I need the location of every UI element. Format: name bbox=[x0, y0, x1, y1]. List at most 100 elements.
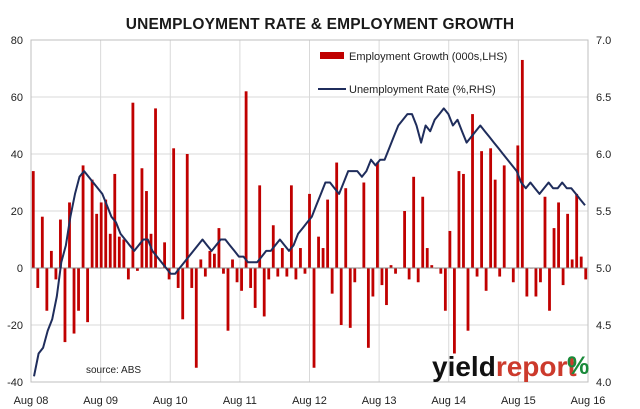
employment-bar bbox=[534, 268, 538, 297]
employment-bar bbox=[443, 268, 447, 311]
x-tick-label: Aug 10 bbox=[153, 395, 188, 407]
employment-bar bbox=[520, 59, 524, 269]
employment-bar bbox=[104, 199, 108, 268]
employment-bar bbox=[81, 165, 85, 268]
employment-bar bbox=[489, 148, 493, 268]
employment-bar bbox=[366, 268, 370, 348]
employment-bar bbox=[90, 179, 94, 268]
employment-bar bbox=[511, 268, 515, 283]
employment-bar bbox=[285, 268, 289, 277]
x-tick-label: Aug 11 bbox=[223, 395, 257, 407]
line-series bbox=[33, 107, 586, 377]
y-right-axis: 7.0 6.5 6.0 5.5 5.0 4.5 4.0 bbox=[596, 35, 611, 389]
employment-bar bbox=[516, 145, 520, 268]
employment-bar bbox=[421, 196, 425, 268]
y-right-tick-label: 5.0 bbox=[596, 263, 611, 275]
x-tick-label: Aug 09 bbox=[83, 395, 118, 407]
employment-bar bbox=[181, 268, 185, 320]
employment-bar bbox=[548, 268, 551, 311]
employment-bar bbox=[280, 248, 284, 268]
employment-bar bbox=[484, 268, 488, 291]
employment-bar bbox=[335, 162, 339, 268]
y-left-tick-label: 0 bbox=[17, 263, 23, 275]
employment-bar bbox=[385, 268, 388, 306]
plot-frame bbox=[30, 39, 589, 383]
employment-bar bbox=[36, 268, 40, 288]
employment-bar bbox=[176, 268, 180, 288]
employment-bar bbox=[348, 268, 352, 328]
employment-bar bbox=[430, 265, 434, 268]
employment-bar bbox=[253, 268, 257, 308]
employment-bar bbox=[326, 199, 330, 268]
y-left-tick-label: 20 bbox=[11, 206, 23, 218]
legend-label-line: Unemployment Rate (%,RHS) bbox=[349, 84, 496, 96]
employment-bar bbox=[185, 154, 189, 268]
employment-bar bbox=[199, 259, 203, 268]
employment-bar bbox=[543, 196, 547, 268]
employment-bar bbox=[217, 228, 221, 268]
plot-border bbox=[30, 39, 589, 383]
employment-bar bbox=[317, 236, 320, 268]
employment-bar bbox=[249, 268, 253, 288]
y-left-axis: 80 60 40 20 0 -20 -40 bbox=[7, 35, 23, 389]
y-left-tick-label: 80 bbox=[11, 35, 23, 47]
employment-bar bbox=[579, 256, 583, 268]
logo-wordmark: yieldreport bbox=[432, 351, 577, 382]
employment-bar bbox=[448, 230, 452, 268]
employment-bar bbox=[466, 268, 470, 331]
employment-bar bbox=[471, 114, 474, 268]
employment-bar bbox=[108, 233, 112, 268]
employment-bar bbox=[86, 268, 90, 323]
employment-bar bbox=[371, 268, 375, 297]
y-left-tick-label: 40 bbox=[11, 149, 23, 161]
employment-bar bbox=[566, 213, 570, 268]
employment-bar bbox=[190, 268, 194, 288]
employment-bar bbox=[289, 185, 293, 268]
bar-series bbox=[31, 59, 588, 368]
percent-icon: % bbox=[567, 352, 589, 380]
employment-bar bbox=[244, 91, 248, 268]
y-right-tick-label: 4.5 bbox=[596, 320, 611, 332]
employment-bar bbox=[321, 248, 325, 268]
employment-bar bbox=[276, 268, 280, 277]
x-tick-label: Aug 12 bbox=[292, 395, 327, 407]
employment-bar bbox=[131, 102, 135, 268]
source-note: source: ABS bbox=[86, 365, 141, 376]
employment-bar bbox=[258, 185, 262, 268]
employment-bar bbox=[389, 265, 393, 268]
employment-bar bbox=[172, 148, 176, 268]
employment-bar bbox=[412, 176, 416, 268]
employment-bar bbox=[213, 253, 216, 268]
employment-bar bbox=[63, 268, 67, 343]
employment-bar bbox=[575, 193, 579, 268]
employment-bar bbox=[376, 162, 379, 268]
employment-bar bbox=[72, 268, 76, 334]
employment-bar bbox=[54, 268, 58, 280]
employment-bar bbox=[380, 268, 384, 286]
y-right-tick-label: 5.5 bbox=[596, 206, 611, 218]
y-right-tick-label: 6.5 bbox=[596, 92, 611, 104]
employment-bar bbox=[117, 236, 121, 268]
chart-title: UNEMPLOYMENT RATE & EMPLOYMENT GROWTH bbox=[125, 16, 515, 33]
yieldreport-logo: yieldreport % bbox=[432, 351, 589, 382]
employment-bar bbox=[312, 268, 316, 368]
employment-bar bbox=[231, 259, 234, 268]
y-right-tick-label: 6.0 bbox=[596, 149, 611, 161]
employment-bar bbox=[407, 268, 411, 280]
y-left-tick-label: -20 bbox=[7, 320, 23, 332]
employment-bar bbox=[99, 202, 103, 268]
employment-bar bbox=[308, 193, 311, 268]
employment-bar bbox=[362, 182, 366, 268]
employment-bar bbox=[539, 268, 542, 283]
employment-bar bbox=[222, 268, 225, 274]
employment-bar bbox=[45, 268, 49, 311]
employment-bar bbox=[208, 250, 212, 268]
unemployment-line bbox=[33, 107, 586, 377]
employment-bar bbox=[262, 268, 266, 317]
employment-bar bbox=[475, 268, 479, 277]
employment-bar bbox=[77, 268, 80, 311]
employment-bar bbox=[154, 108, 157, 269]
employment-bar bbox=[203, 268, 207, 277]
y-right-tick-label: 4.0 bbox=[596, 377, 611, 389]
